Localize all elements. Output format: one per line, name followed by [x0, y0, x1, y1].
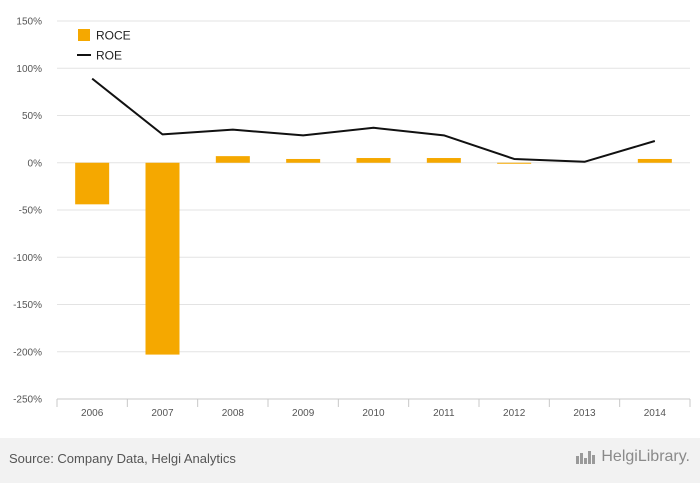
roce-bar: [145, 162, 180, 355]
x-tick-label: 2014: [644, 408, 667, 419]
y-tick-label: 0%: [28, 158, 43, 169]
source-text: Source: Company Data, Helgi Analytics: [9, 451, 236, 466]
x-tick-label: 2012: [503, 408, 526, 419]
x-tick-label: 2010: [362, 408, 385, 419]
y-axis: -250% -200% -150% -100% -50% 0% 50% 100% 150%: [13, 17, 42, 406]
legend-swatch-roce: [78, 29, 90, 41]
y-tick-label: 50%: [22, 111, 42, 122]
y-tick-label: -200%: [13, 347, 42, 358]
roce-bar: [356, 158, 391, 163]
roce-bar: [215, 156, 250, 163]
x-tick-label: 2011: [433, 408, 455, 419]
roce-bar: [426, 158, 461, 163]
roce-bar: [75, 162, 110, 205]
brand-text: HelgiLibrary.: [601, 448, 690, 465]
brand-logo: HelgiLibrary.: [575, 448, 690, 466]
roce-bars: [75, 156, 672, 355]
roe-series-line: [91, 77, 656, 163]
y-tick-label: 150%: [16, 17, 42, 28]
x-tick-label: 2008: [222, 408, 245, 419]
x-tick-label: 2006: [81, 408, 104, 419]
legend: ROCE ROE: [77, 29, 131, 63]
y-tick-label: -150%: [13, 300, 42, 311]
roce-bar: [497, 162, 532, 164]
chart: -250% -200% -150% -100% -50% 0% 50% 100% 150% 20…: [13, 17, 691, 419]
y-tick-label: 100%: [16, 64, 42, 75]
footer: Source: Company Data, Helgi Analytics He…: [0, 438, 700, 483]
x-tick-label: 2009: [292, 408, 315, 419]
roce-bar: [637, 158, 672, 163]
y-tick-label: -250%: [13, 395, 42, 406]
legend-label-roce: ROCE: [96, 29, 131, 43]
x-tick-label: 2013: [573, 408, 596, 419]
x-tick-label: 2007: [151, 408, 174, 419]
y-tick-label: -100%: [13, 253, 42, 264]
x-axis: 2006 2007 2008 2009 2010 2011 2012 2013 2014: [56, 398, 691, 419]
roe-line: [91, 77, 656, 163]
library-icon: [576, 451, 596, 464]
roce-bar: [286, 158, 321, 163]
legend-label-roe: ROE: [96, 49, 122, 63]
y-tick-label: -50%: [19, 206, 42, 217]
